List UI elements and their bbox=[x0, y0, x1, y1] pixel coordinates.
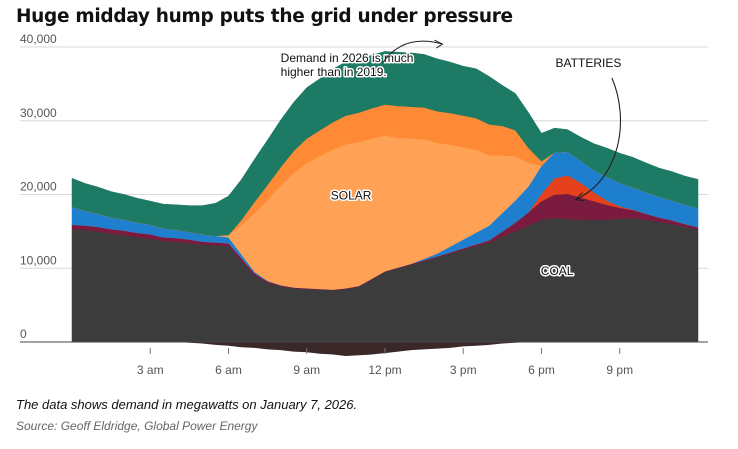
x-tick-label: 3 pm bbox=[450, 363, 477, 377]
batteries-label: BATTERIES bbox=[556, 56, 622, 70]
coal-label: COAL bbox=[541, 264, 574, 278]
x-tick-label: 3 am bbox=[137, 363, 164, 377]
stacked-areas bbox=[71, 51, 699, 356]
axes: 3 am 6 am 9 am 12 pm 3 pm 6 pm 9 pm bbox=[20, 341, 708, 377]
x-tick-label: 9 pm bbox=[606, 363, 633, 377]
y-tick-label: 10,000 bbox=[20, 253, 57, 267]
demand-annotation: Demand in 2026 is much higher than in 201… bbox=[281, 51, 414, 79]
demand-arrow bbox=[381, 40, 443, 64]
chart-caption: The data shows demand in megawatts on Ja… bbox=[16, 397, 358, 412]
x-tick-label: 12 pm bbox=[368, 363, 401, 377]
y-tick-label: 30,000 bbox=[20, 106, 57, 120]
chart-source: Source: Geoff Eldridge, Global Power Ene… bbox=[16, 419, 258, 433]
area-other bbox=[71, 51, 699, 237]
x-tick-label: 6 am bbox=[215, 363, 242, 377]
demand-arrowhead bbox=[434, 39, 444, 49]
batteries-arrowhead bbox=[574, 192, 585, 202]
y-tick-label: 20,000 bbox=[20, 180, 57, 194]
chart-title: Huge midday hump puts the grid under pre… bbox=[16, 6, 513, 27]
y-tick-label: 40,000 bbox=[20, 32, 57, 46]
batteries-arrow bbox=[575, 77, 622, 201]
solar-label: SOLAR bbox=[331, 189, 372, 203]
x-tick-label: 9 am bbox=[293, 363, 320, 377]
chart-area: 40,000 30,000 20,000 10,000 0 3 am 6 am 9 am 12… bbox=[20, 32, 708, 377]
annotations: SOLAR COAL BATTERIES Demand in 2026 is much… bbox=[279, 39, 623, 279]
x-tick-label: 6 pm bbox=[528, 363, 555, 377]
y-tick-label: 0 bbox=[20, 327, 27, 341]
